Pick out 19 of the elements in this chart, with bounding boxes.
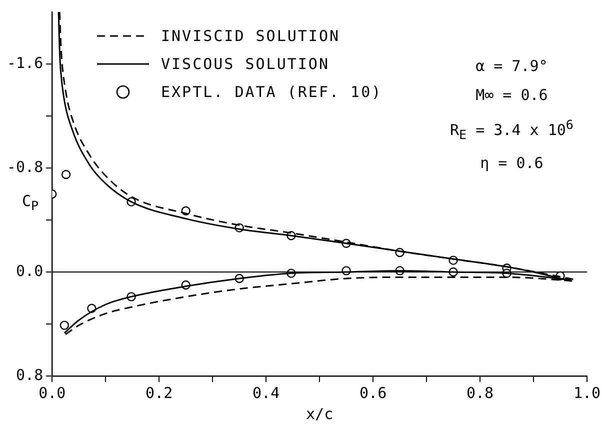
- annotation: η = 0.6: [479, 153, 544, 174]
- y-tick-label: 0.8: [16, 366, 44, 384]
- y-tick-label: -1.6: [7, 54, 44, 72]
- x-tick-label: 0.8: [466, 384, 494, 402]
- annotation: α = 7.9°: [474, 56, 549, 77]
- x-tick-label: 1.0: [573, 384, 601, 402]
- legend-label: EXPTL. DATA (REF. 10): [161, 83, 382, 101]
- y-tick-label: -0.8: [7, 158, 44, 176]
- y-tick-label: 0.0: [16, 262, 44, 280]
- y-axis-title: C$_{P}$: [22, 192, 39, 213]
- x-tick-label: 0.4: [252, 384, 280, 402]
- legend-label: VISCOUS SOLUTION: [161, 55, 330, 73]
- annotation: M∞ = 0.6: [474, 85, 549, 106]
- x-tick-label: 0.2: [146, 384, 173, 402]
- x-tick-label: 0.6: [360, 384, 387, 402]
- x-axis-title: x/c: [306, 404, 334, 423]
- x-tick-label: 0.0: [38, 384, 66, 402]
- legend-label: INVISCID SOLUTION: [161, 27, 340, 45]
- annotation: R$_{E}$ = 3.4 x 10$^{6}$: [450, 116, 574, 144]
